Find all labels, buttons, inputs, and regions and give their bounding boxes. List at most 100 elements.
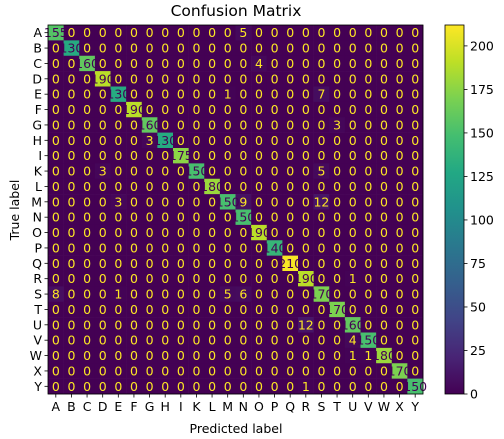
cell-value: 0 (255, 210, 263, 225)
heatmap-cell (219, 332, 236, 349)
heatmap-cell (344, 40, 361, 57)
cell-value: 0 (333, 164, 341, 179)
cell-value: 0 (67, 287, 75, 302)
heatmap-cell (204, 148, 221, 164)
heatmap-cell (173, 148, 189, 164)
heatmap-cell (188, 101, 205, 118)
heatmap-cell (344, 347, 361, 364)
cell-value: 0 (333, 333, 341, 348)
heatmap-cell (251, 317, 268, 333)
heatmap-cell (376, 117, 393, 133)
heatmap-cell (219, 117, 236, 133)
heatmap-cell (266, 132, 283, 149)
cell-value: 0 (302, 71, 310, 86)
cell-value: 0 (52, 240, 60, 255)
y-tick-label: C (33, 56, 42, 71)
cell-value: 0 (255, 271, 263, 286)
cell-value: 0 (83, 225, 91, 240)
cell-value: 0 (67, 164, 75, 179)
cell-value: 0 (317, 148, 325, 163)
cell-value: 0 (364, 225, 372, 240)
heatmap-cell (173, 240, 189, 256)
cell-value: 0 (333, 148, 341, 163)
cell-value: 0 (380, 287, 388, 302)
cell-value: 0 (271, 148, 279, 163)
colorbar-tick-label: 50 (470, 299, 486, 314)
cell-value: 0 (208, 117, 216, 132)
cell-value: 0 (364, 179, 372, 194)
cell-value: 180 (200, 179, 224, 194)
cell-value: 0 (396, 240, 404, 255)
heatmap-cell (63, 117, 80, 133)
cell-value: 0 (224, 56, 232, 71)
cell-value: 0 (317, 333, 325, 348)
cell-value: 0 (364, 287, 372, 302)
heatmap-cell (329, 148, 346, 164)
cell-value: 0 (192, 179, 200, 194)
heatmap-cell (407, 209, 424, 226)
cell-value: 0 (349, 179, 357, 194)
heatmap-cell (282, 25, 299, 41)
cell-value: 0 (396, 256, 404, 271)
x-tick-label: L (209, 399, 216, 414)
cell-value: 0 (114, 117, 122, 132)
cell-value: 0 (255, 348, 263, 363)
heatmap-cell (235, 347, 252, 364)
cell-value: 0 (286, 148, 294, 163)
cell-value: 0 (349, 194, 357, 209)
heatmap-cell (188, 224, 205, 241)
cell-value: 0 (239, 117, 247, 132)
cell-value: 0 (114, 25, 122, 40)
cell-value: 0 (333, 56, 341, 71)
heatmap-cell (219, 347, 236, 364)
cell-value: 12 (313, 194, 329, 209)
cell-value: 0 (380, 194, 388, 209)
heatmap-cell (251, 378, 268, 395)
cell-value: 150 (403, 379, 427, 394)
heatmap-cell (79, 378, 96, 395)
heatmap-cell (204, 25, 221, 41)
cell-value: 0 (224, 225, 232, 240)
cell-value: 0 (192, 102, 200, 117)
cell-value: 0 (130, 333, 138, 348)
cell-value: 190 (91, 71, 115, 86)
cell-value: 0 (396, 56, 404, 71)
cell-value: 0 (255, 71, 263, 86)
cell-value: 0 (161, 317, 169, 332)
cell-value: 3 (99, 164, 107, 179)
cell-value: 0 (161, 87, 169, 102)
heatmap-cell (48, 163, 64, 180)
cell-value: 0 (349, 25, 357, 40)
heatmap-cell (282, 332, 299, 349)
heatmap-cell (344, 178, 361, 195)
cell-value: 0 (302, 348, 310, 363)
cell-value: 0 (114, 133, 122, 148)
heatmap-cell (235, 363, 252, 379)
x-tick-label: X (395, 399, 404, 414)
cell-value: 0 (411, 179, 419, 194)
heatmap-cell (79, 363, 96, 379)
cell-value: 0 (161, 41, 169, 56)
x-axis-label: Predicted label (190, 421, 283, 436)
cell-value: 0 (239, 179, 247, 194)
heatmap-cell (391, 71, 408, 87)
heatmap-cell (360, 301, 377, 318)
heatmap-cell (94, 163, 111, 180)
cell-value: 1 (364, 348, 372, 363)
cell-value: 0 (67, 133, 75, 148)
heatmap-cell (126, 55, 143, 72)
cell-value: 0 (380, 271, 388, 286)
cell-value: 0 (52, 71, 60, 86)
cell-value: 0 (83, 71, 91, 86)
heatmap-cell (63, 132, 80, 149)
heatmap-cell (79, 117, 96, 133)
heatmap-cell (391, 240, 408, 256)
heatmap-cell (79, 163, 96, 180)
heatmap-cell (63, 194, 80, 210)
cell-value: 0 (333, 87, 341, 102)
cell-value: 0 (364, 41, 372, 56)
cell-value: 0 (333, 194, 341, 209)
cell-value: 0 (177, 363, 185, 378)
heatmap-cell (360, 86, 377, 103)
cell-value: 0 (302, 133, 310, 148)
